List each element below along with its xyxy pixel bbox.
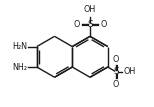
Text: O: O — [74, 20, 80, 29]
Text: NH₂: NH₂ — [12, 62, 27, 72]
Text: OH: OH — [84, 5, 96, 14]
Text: O: O — [113, 55, 119, 64]
Text: O: O — [100, 20, 106, 29]
Text: OH: OH — [123, 67, 135, 76]
Text: S: S — [87, 20, 93, 29]
Text: O: O — [113, 80, 119, 89]
Text: S: S — [113, 67, 119, 76]
Text: H₂N: H₂N — [12, 42, 27, 51]
